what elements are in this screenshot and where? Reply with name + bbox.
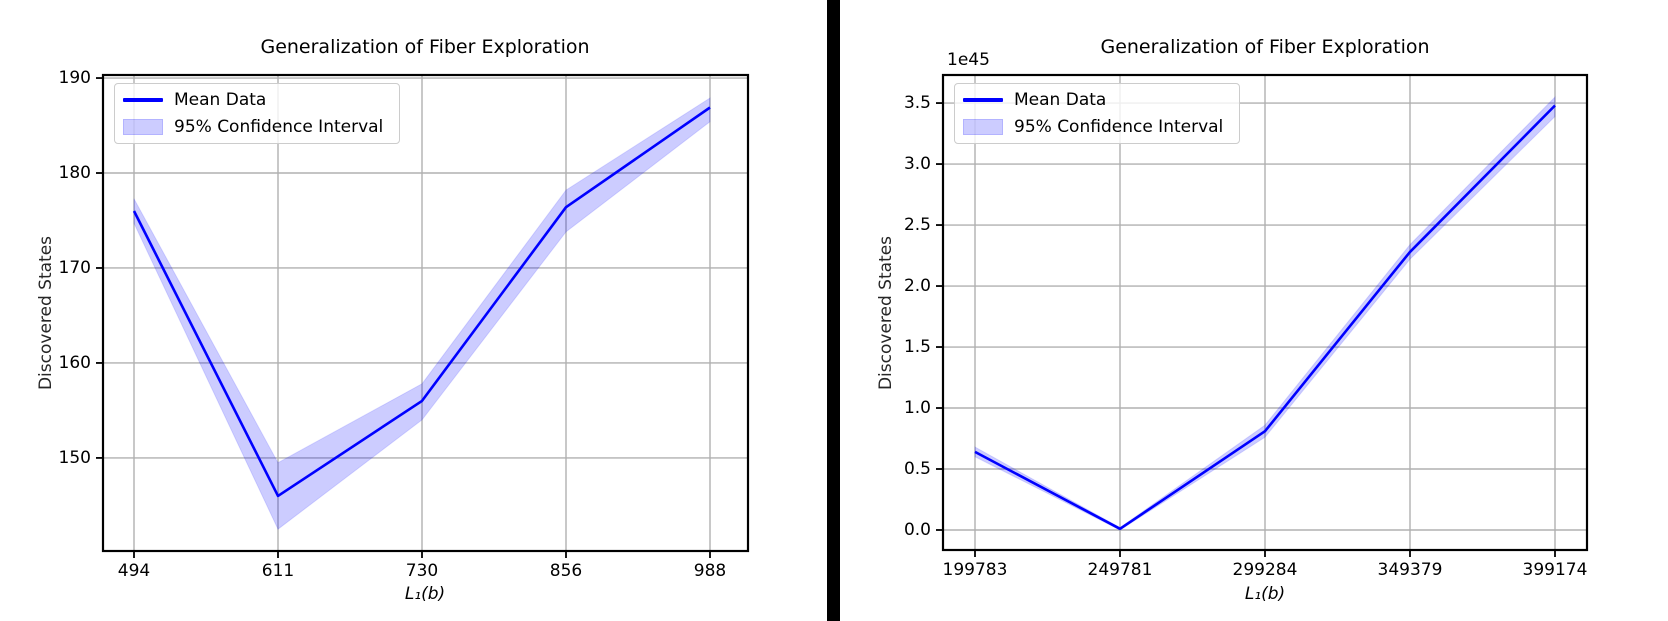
x-tick-label: 249781	[1087, 560, 1153, 580]
mean-data-line	[974, 104, 1556, 531]
y-tick-label: 2.5	[903, 215, 931, 236]
y-axis-offset-label: 1e45	[947, 50, 990, 70]
plot-area	[936, 73, 1589, 557]
x-tick-label: 856	[549, 561, 583, 581]
y-tick-label: 170	[58, 257, 91, 278]
legend-label-ci: 95% Confidence Interval	[174, 117, 384, 137]
legend: Mean Data 95% Confidence Interval	[114, 83, 400, 144]
x-tick-label: 199783	[942, 560, 1008, 580]
y-tick-label: 160	[58, 352, 91, 373]
y-tick-label: 3.5	[903, 93, 931, 114]
chart-panel-left: Generalization of Fiber Exploration Disc…	[0, 0, 827, 621]
legend-label-ci: 95% Confidence Interval	[1014, 117, 1224, 137]
y-axis-label: Discovered States	[876, 235, 896, 391]
y-tick-label: 3.0	[903, 154, 931, 175]
legend-line-sample	[963, 98, 1003, 102]
plot-area	[96, 73, 750, 558]
legend-patch-sample	[963, 119, 1003, 135]
y-tick-label: 1.5	[903, 337, 931, 358]
confidence-band	[974, 95, 1556, 531]
y-tick-label: 190	[58, 68, 91, 89]
y-tick-label: 180	[58, 163, 91, 183]
mean-data-line	[132, 106, 711, 498]
x-tick-label: 399174	[1522, 560, 1588, 580]
chart-title: Generalization of Fiber Exploration	[260, 36, 590, 58]
legend-patch-sample	[123, 119, 163, 135]
x-tick-label: 611	[261, 561, 295, 581]
y-tick-label: 150	[58, 447, 91, 468]
x-tick-label: 494	[117, 561, 151, 581]
x-axis-label: L₁(b)	[1244, 584, 1286, 604]
x-tick-label: 349379	[1377, 560, 1443, 580]
x-tick-label: 299284	[1232, 560, 1298, 580]
x-tick-label: 730	[405, 561, 439, 581]
legend-row-ci: 95% Confidence Interval	[123, 115, 389, 139]
y-tick-label: 0.0	[903, 519, 931, 540]
legend-label-mean: Mean Data	[174, 90, 267, 110]
x-tick-label: 988	[693, 561, 727, 581]
panel-divider-bar	[827, 0, 840, 621]
y-tick-label: 2.0	[903, 276, 931, 297]
legend-line-sample	[123, 98, 163, 102]
x-axis-label: L₁(b)	[404, 584, 446, 604]
y-tick-label: 1.0	[903, 398, 931, 418]
legend-label-mean: Mean Data	[1014, 90, 1107, 110]
legend-row-mean: Mean Data	[123, 88, 389, 112]
legend-row-ci: 95% Confidence Interval	[963, 115, 1229, 139]
legend-row-mean: Mean Data	[963, 88, 1229, 112]
axes-spines	[101, 73, 750, 553]
y-tick-label: 0.5	[903, 459, 931, 479]
chart-title: Generalization of Fiber Exploration	[1100, 36, 1430, 58]
legend: Mean Data 95% Confidence Interval	[954, 83, 1240, 144]
chart-panel-right: Generalization of Fiber Exploration 1e45…	[840, 0, 1668, 621]
